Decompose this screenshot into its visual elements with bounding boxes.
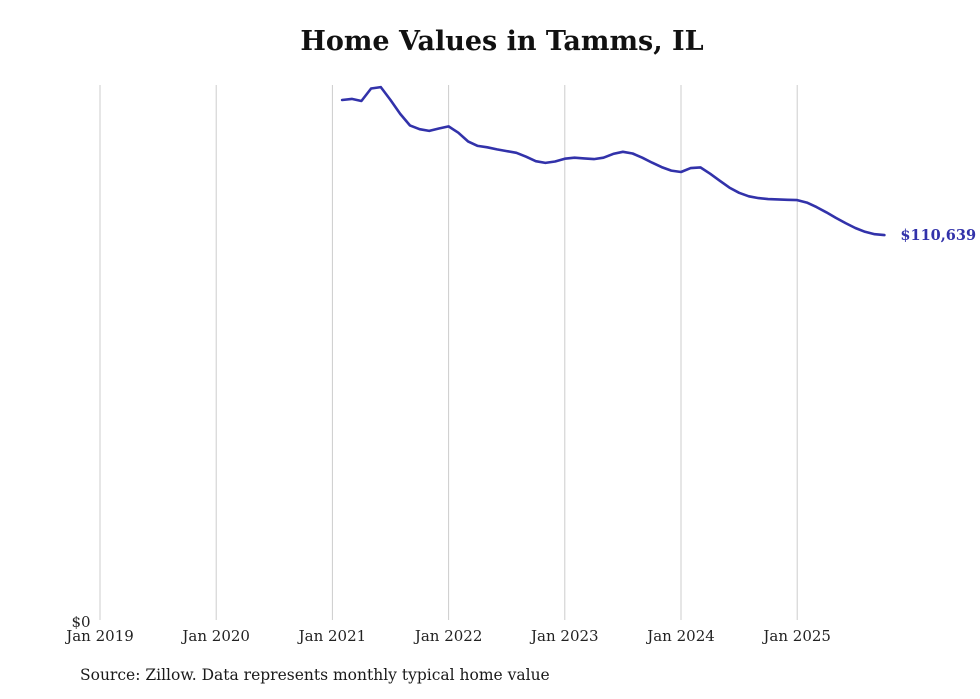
y-zero-label: $0 (71, 613, 90, 631)
chart-title: Home Values in Tamms, IL (300, 26, 704, 57)
x-tick-label: Jan 2019 (64, 627, 134, 645)
x-tick-label: Jan 2024 (645, 627, 715, 645)
value-line (340, 85, 886, 237)
x-tick-label: Jan 2023 (529, 627, 599, 645)
source-note: Source: Zillow. Data represents monthly … (80, 666, 550, 684)
x-tick-label: Jan 2021 (297, 627, 367, 645)
x-tick-label: Jan 2020 (180, 627, 250, 645)
end-value-label: $110,639 (900, 227, 976, 244)
x-tick-label: Jan 2025 (761, 627, 831, 645)
x-tick-label: Jan 2022 (413, 627, 483, 645)
